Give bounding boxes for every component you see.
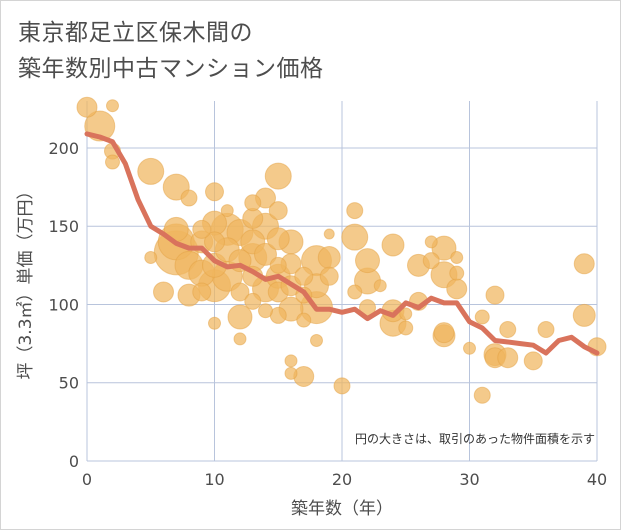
bubble-point [446, 278, 468, 300]
bubble-point [192, 282, 212, 302]
bubble-point [537, 321, 555, 339]
bubble-point [399, 307, 413, 321]
bubble-point [341, 223, 369, 251]
bubble-point [208, 316, 221, 330]
bubble-point [310, 333, 323, 347]
bubble-point [499, 321, 517, 339]
bubble-point [373, 279, 387, 293]
bubble-point [381, 233, 405, 257]
bubble-point [76, 96, 98, 118]
bubble-point [242, 207, 264, 229]
bubble-point [227, 304, 253, 330]
bubble-series [76, 96, 607, 404]
bubble-point [153, 281, 174, 303]
bubble-point [269, 256, 287, 274]
bubble-point [323, 228, 335, 240]
bubble-point [433, 322, 455, 344]
bubble-point [523, 351, 543, 371]
bubble-point [284, 354, 298, 368]
bubble-point [355, 248, 380, 274]
x-tick-label: 40 [587, 470, 607, 489]
bubble-point [424, 235, 438, 249]
x-axis-label: 築年数（年） [291, 499, 393, 519]
bubble-point [296, 312, 312, 328]
bubble-point [497, 347, 519, 369]
bubble-point [346, 202, 364, 220]
bubble-point [244, 194, 262, 212]
bubble-point [422, 252, 440, 270]
y-tick-label: 50 [59, 374, 79, 393]
bubble-point [105, 154, 120, 170]
x-tick-label: 10 [204, 470, 224, 489]
bubble-point [205, 182, 224, 202]
y-axis-label: 坪（3.3㎡）単価（万円） [16, 182, 36, 379]
bubble-point [463, 341, 476, 355]
y-tick-label: 150 [48, 217, 79, 236]
bubble-point [333, 377, 351, 395]
bubble-point [474, 309, 490, 325]
bubble-point [204, 231, 225, 253]
bubble-point [258, 303, 273, 319]
bubble-point [294, 266, 314, 286]
chart-title: 東京都足立区保木間の 築年数別中古マンション価格 [18, 15, 324, 87]
bubble-point [449, 265, 465, 281]
bubble-point [266, 227, 290, 251]
bubble-point [284, 366, 298, 380]
bubble-point [572, 303, 596, 327]
bubble-point [319, 266, 339, 286]
y-tick-label: 0 [69, 452, 79, 471]
bubble-size-note: 円の大きさは、取引のあった物件面積を示す [355, 431, 595, 446]
x-tick-label: 0 [82, 470, 92, 489]
bubble-point [192, 219, 212, 239]
chart-title-line2: 築年数別中古マンション価格 [18, 56, 324, 82]
bubble-point [254, 242, 277, 266]
average-price-line [84, 131, 600, 356]
x-tick-label: 20 [332, 470, 352, 489]
bubble-point [264, 162, 292, 190]
bubble-point [485, 285, 505, 305]
bubble-point [317, 246, 341, 270]
bubble-point [473, 386, 491, 404]
bubble-point [233, 332, 247, 346]
y-tick-label: 100 [48, 295, 79, 314]
bubble-point [180, 189, 198, 207]
bubble-point [450, 251, 464, 265]
x-axis-ticks: 0 10 20 30 40 [82, 470, 607, 489]
bubble-point [347, 284, 363, 300]
bubble-point [144, 251, 158, 265]
bubble-point [268, 201, 288, 221]
gridlines [86, 101, 598, 462]
bubble-point [398, 320, 414, 336]
bubble-point [106, 99, 119, 113]
bubble-point [137, 157, 165, 185]
bubble-point [220, 204, 234, 218]
bubble-point [230, 282, 250, 302]
y-tick-label: 200 [48, 139, 79, 158]
y-axis-ticks: 0 50 100 150 200 [48, 139, 79, 471]
x-tick-label: 30 [459, 470, 479, 489]
bubble-point [244, 292, 262, 310]
chart-title-line1: 東京都足立区保木間の [18, 20, 253, 46]
bubble-point [573, 253, 595, 275]
bubble-point [293, 365, 315, 387]
